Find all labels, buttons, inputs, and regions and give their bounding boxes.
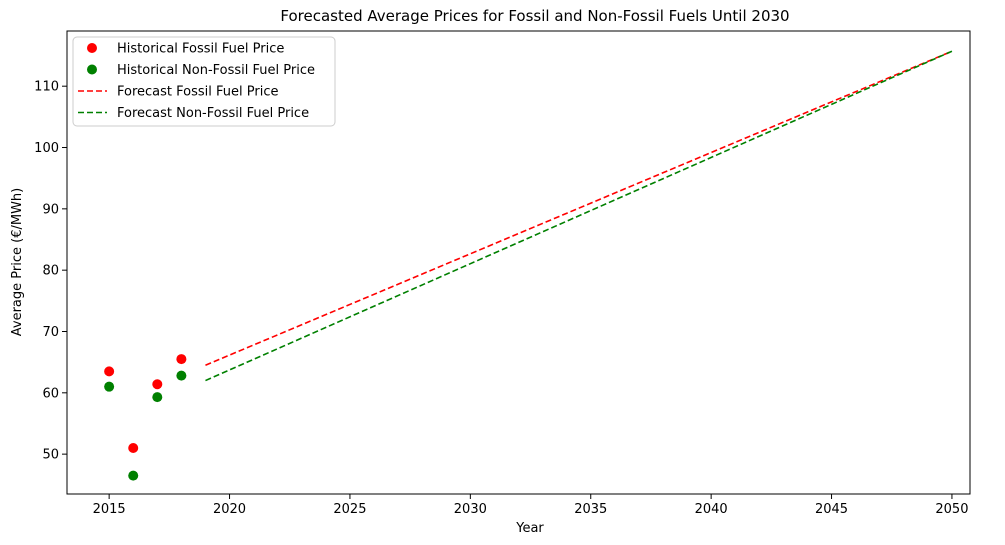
legend-box: [72, 36, 336, 127]
y-tick-label-3: 80: [42, 264, 59, 279]
plot-frame: [66, 30, 971, 495]
y-tick-label-4: 90: [42, 202, 59, 217]
x-tick-label-4: 2035: [574, 502, 607, 517]
x-tick-label-5: 2040: [695, 502, 728, 517]
forecast-line-3: [205, 50, 953, 382]
scatter-point-0-0: [104, 366, 115, 377]
plot-area: [104, 50, 953, 481]
x-tick-label-3: 2030: [454, 502, 487, 517]
x-tick-label-2: 2025: [333, 502, 366, 517]
legend-label-2: Forecast Fossil Fuel Price: [117, 85, 278, 100]
legend-label-3: Forecast Non-Fossil Fuel Price: [117, 106, 309, 121]
legend-label-0: Historical Fossil Fuel Price: [117, 42, 284, 57]
chart-title: Forecasted Average Prices for Fossil and…: [280, 7, 789, 25]
x-axis: 2015 2020 2025 2030 2035 2040 2045 2050: [93, 494, 968, 517]
scatter-point-0-1: [128, 443, 139, 454]
y-axis-label: Average Price (€/MWh): [10, 188, 25, 336]
y-tick-label-6: 110: [34, 80, 59, 95]
x-tick-label-7: 2050: [935, 502, 968, 517]
x-tick-label-0: 2015: [93, 502, 126, 517]
scatter-point-0-3: [176, 354, 187, 365]
scatter-point-0-2: [152, 379, 163, 390]
y-tick-label-5: 100: [34, 141, 59, 156]
y-tick-label-1: 60: [42, 386, 59, 401]
scatter-point-1-3: [176, 370, 187, 381]
scatter-point-1-0: [104, 381, 115, 392]
legend-label-1: Historical Non-Fossil Fuel Price: [117, 63, 315, 78]
x-tick-label-6: 2045: [815, 502, 848, 517]
y-tick-label-0: 50: [42, 448, 59, 463]
x-tick-label-1: 2020: [213, 502, 246, 517]
y-tick-label-2: 70: [42, 325, 59, 340]
legend-marker-0: [87, 43, 97, 53]
scatter-point-1-2: [152, 392, 163, 403]
y-axis: 50 60 70 80 90 100 110: [34, 80, 67, 463]
x-axis-label: Year: [515, 521, 544, 536]
legend: Historical Fossil Fuel Price Historical N…: [72, 36, 336, 127]
legend-marker-1: [87, 64, 97, 75]
scatter-point-1-1: [128, 470, 139, 481]
